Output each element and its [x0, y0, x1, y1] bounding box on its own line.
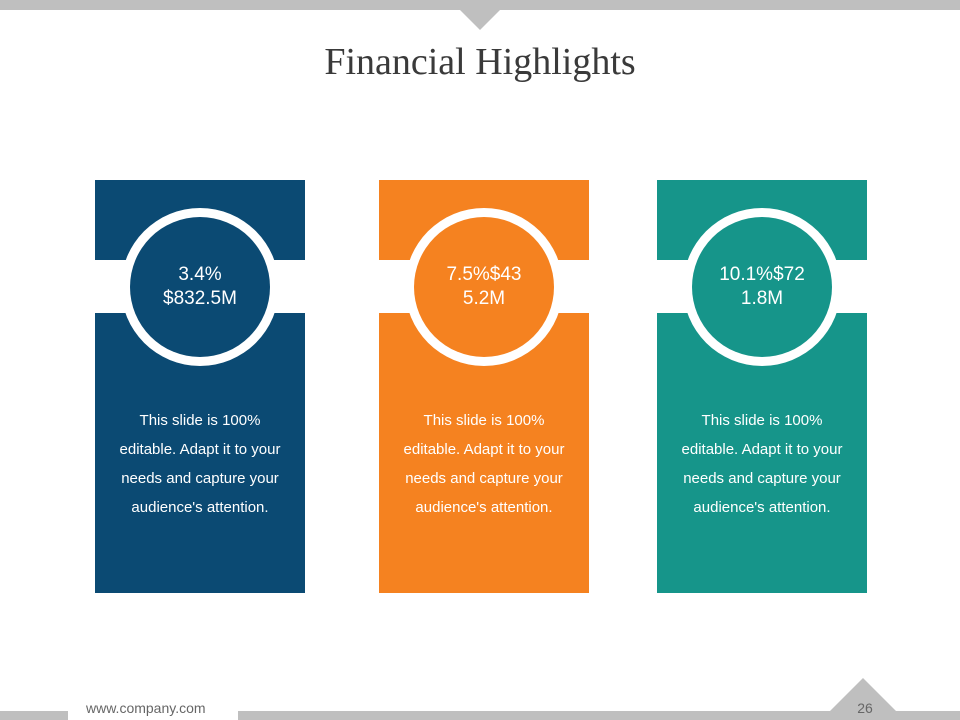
- top-bar: [0, 0, 960, 10]
- card-description: This slide is 100% editable. Adapt it to…: [681, 412, 843, 516]
- page-number-triangle: [830, 678, 896, 711]
- slide-title: Financial Highlights: [324, 41, 636, 83]
- value-circle: 10.1%$72 1.8M: [692, 217, 832, 357]
- highlight-card-2: 7.5%$43 5.2M This slide is 100% editable…: [379, 180, 589, 593]
- card-description: This slide is 100% editable. Adapt it to…: [119, 412, 281, 516]
- card-value: 10.1%$72 1.8M: [719, 264, 805, 309]
- page-number: 26: [857, 700, 873, 716]
- card-value: 7.5%$43 5.2M: [446, 264, 522, 309]
- top-notch: [460, 10, 500, 30]
- bottom-bar-left: [0, 711, 68, 720]
- highlight-card-3: 10.1%$72 1.8M This slide is 100% editabl…: [657, 180, 867, 593]
- value-circle: 7.5%$43 5.2M: [414, 217, 554, 357]
- bottom-bar-right: [238, 711, 960, 720]
- value-circle: 3.4% $832.5M: [130, 217, 270, 357]
- card-value: 3.4% $832.5M: [163, 264, 237, 309]
- card-description: This slide is 100% editable. Adapt it to…: [403, 412, 565, 516]
- highlight-card-1: 3.4% $832.5M This slide is 100% editable…: [95, 180, 305, 593]
- footer-url: www.company.com: [86, 700, 206, 716]
